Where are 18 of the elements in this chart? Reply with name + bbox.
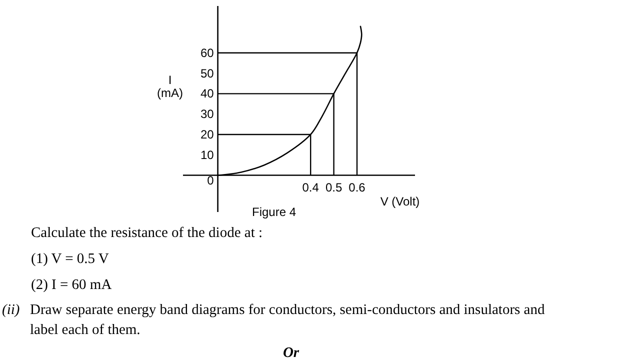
x-tick-label: 0.6 <box>348 180 366 194</box>
annotation: Figure 4 <box>252 205 296 219</box>
text: (1) V = 0.5 V <box>31 251 110 267</box>
y-tick-label: 10 <box>200 148 214 162</box>
y-axis-title: I (mA) <box>157 73 183 100</box>
y-tick-label: 40 <box>200 86 214 101</box>
text: (ii) Draw separate energy band diagrams for conductors, semi-conductors and insulators and label each of them. <box>2 302 546 338</box>
x-tick-label: 0.4 <box>302 180 320 194</box>
y-tick-label: 0 <box>207 173 214 188</box>
y-tick-label: 50 <box>200 66 214 80</box>
text: (2) I = 60 mA <box>31 277 112 293</box>
x-axis-title: V (Volt) <box>380 194 420 208</box>
y-tick-label: 20 <box>200 127 214 142</box>
y-tick-label: 30 <box>200 107 214 122</box>
text: Calculate the resistance of the diode at : <box>31 225 263 241</box>
x-tick-label: 0.5 <box>325 180 342 194</box>
text: Or <box>282 345 300 361</box>
y-tick-label: 60 <box>200 46 214 60</box>
